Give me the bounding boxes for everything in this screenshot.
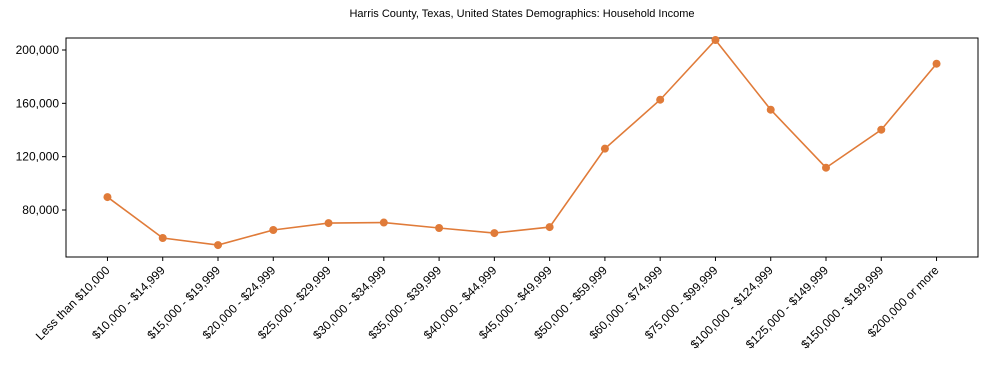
point: [600, 144, 609, 153]
point: [158, 234, 167, 242]
y-tick-label: 120,000: [16, 150, 60, 164]
point: [214, 241, 222, 250]
point: [656, 95, 665, 104]
point: [822, 163, 830, 172]
point: [545, 223, 554, 232]
point: [379, 218, 388, 227]
point: [711, 36, 720, 44]
point: [932, 59, 941, 68]
point: [490, 229, 499, 238]
point: [103, 193, 112, 202]
y-tick-label: 160,000: [16, 96, 60, 110]
point: [269, 226, 278, 234]
point: [435, 224, 444, 232]
point: [324, 219, 333, 228]
y-tick-label: 200,000: [16, 43, 60, 57]
line: [106, 38, 938, 246]
point: [766, 105, 775, 114]
plot-frame: [65, 37, 979, 258]
point: [877, 125, 886, 134]
chart-title: Harris County, Texas, United States Demo…: [349, 8, 694, 20]
y-tick-label: 80,000: [22, 203, 59, 217]
